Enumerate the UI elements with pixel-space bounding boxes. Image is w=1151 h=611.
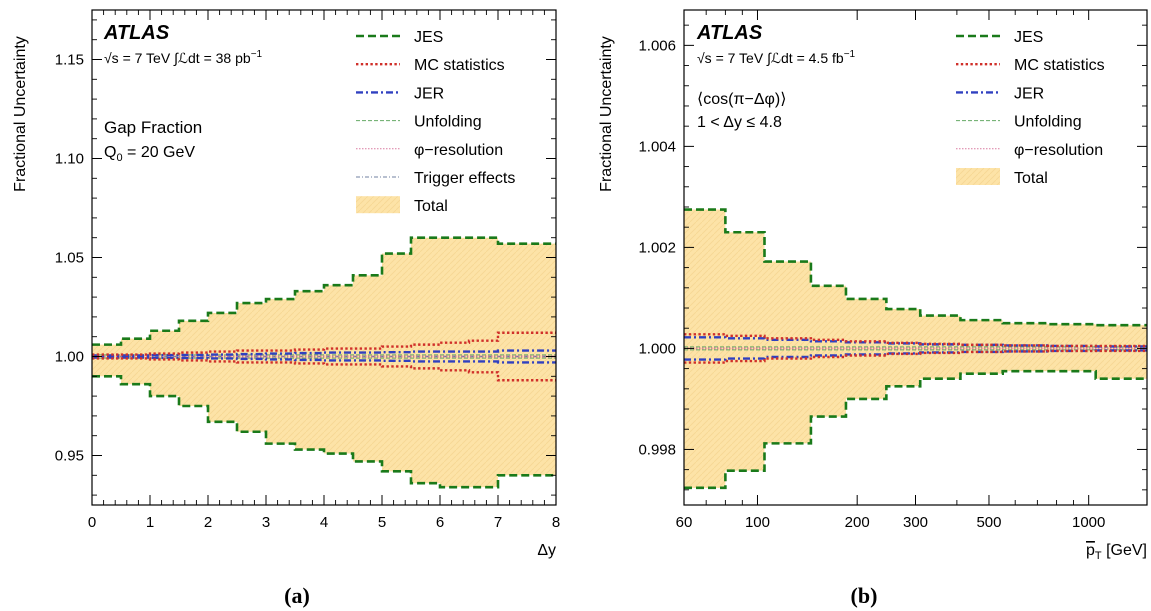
panel-a-lumi-sqrt: √s = 7 TeV ∫ (104, 50, 179, 66)
panel-a-legend: JES MC statistics JER Unfolding φ−resolution… (356, 29, 515, 215)
legend-resolution-b-label: φ−resolution (1014, 142, 1103, 159)
legend-total-b-label: Total (1014, 170, 1048, 187)
y-tick-label-b: 1.006 (638, 37, 676, 54)
panel-a-note-q-value: = 20 GeV (123, 144, 196, 161)
legend-jes-b-label: JES (1014, 29, 1043, 46)
panel-b-xlabel-unit: [GeV] (1102, 542, 1147, 559)
x-tick-label-a: 0 (88, 514, 96, 531)
y-tick-label-b: 0.998 (638, 441, 676, 458)
legend-jer-b-label: JER (1014, 85, 1044, 102)
panel-a-experiment: ATLAS (103, 22, 170, 44)
panel-a-note-title: Gap Fraction (104, 118, 202, 137)
panel-a-lumi-script: ℒ (178, 50, 188, 66)
panel-a-lumi: √s = 7 TeV ∫ℒdt = 38 pb−1 (104, 49, 263, 66)
y-tick-label-a: 1.05 (55, 250, 84, 267)
panel-b: Fractional Uncertainty 60 100 200 300 500 100… (598, 9, 1148, 608)
legend-mc-statistics-a-label: MC statistics (414, 57, 505, 74)
y-tick-label-a: 1.00 (55, 349, 84, 366)
panel-b-experiment: ATLAS (696, 22, 763, 44)
x-tick-label-a: 3 (262, 514, 270, 531)
plot-b-area: 60 100 200 300 500 1000 0.998 1.000 1.002 1.004 1.… (638, 9, 1148, 531)
y-tick-label-b: 1.000 (638, 340, 676, 357)
x-tick-label-b: 500 (976, 514, 1001, 531)
panel-b-caption: (b) (851, 583, 878, 608)
panel-b-lumi-script: ℒ (771, 50, 781, 66)
legend-jer-a-label: JER (414, 85, 444, 102)
series-mc-statistics-b-down (684, 349, 1147, 364)
panel-b-ylabel: Fractional Uncertainty (598, 36, 615, 192)
series-jes-a-up (92, 236, 556, 346)
x-tick-label-a: 8 (552, 514, 560, 531)
x-tick-label-b: 100 (745, 514, 770, 531)
panel-a: Fractional Uncertainty 0 1 2 3 4 5 6 7 8 0.95 1.00… (12, 9, 560, 608)
panel-a-note-q-sub: 0 (116, 152, 122, 164)
legend-jes-a-label: JES (414, 29, 443, 46)
panel-a-xlabel: Δy (537, 542, 556, 559)
panel-b-lumi-value: dt = 4.5 fb (781, 50, 844, 66)
panel-b-note-observable: ⟨cos(π−Δφ)⟩ (697, 91, 786, 108)
legend-unfolding-b-label: Unfolding (1014, 114, 1082, 131)
legend-total-b-swatch (956, 168, 1000, 185)
y-tick-label-a: 0.95 (55, 448, 84, 465)
legend-total-a-label: Total (414, 198, 448, 215)
series-mc-statistics-a-up (92, 331, 556, 356)
x-tick-label-a: 6 (436, 514, 444, 531)
y-tick-label-a: 1.15 (55, 52, 84, 69)
series-mc-statistics-b-up (684, 333, 1147, 348)
x-tick-label-a: 2 (204, 514, 212, 531)
panel-a-note-q: Q (104, 144, 116, 161)
panel-a-lumi-value: dt = 38 pb (188, 50, 251, 66)
series-jes-b-down (684, 369, 1147, 490)
series-jer-a-up (92, 349, 556, 357)
panel-a-lumi-exp: −1 (251, 49, 263, 60)
legend-resolution-a-label: φ−resolution (414, 142, 503, 159)
x-tick-label-a: 1 (146, 514, 154, 531)
x-tick-label-b: 1000 (1072, 514, 1105, 531)
series-jer-a-down (92, 356, 556, 364)
panel-b-xlabel: pT [GeV] (1086, 542, 1147, 562)
x-tick-label-b: 200 (845, 514, 870, 531)
plot-a-area: 0 1 2 3 4 5 6 7 8 0.95 1.00 1.05 1.10 1.15 (55, 9, 560, 531)
x-tick-label-b: 60 (676, 514, 693, 531)
panel-b-note-range: 1 < Δy ≤ 4.8 (697, 114, 782, 131)
panel-a-caption: (a) (284, 583, 310, 608)
series-jes-b-up (684, 208, 1147, 327)
x-tick-label-b: 300 (903, 514, 928, 531)
panel-b-legend: JES MC statistics JER Unfolding φ−resolution… (956, 29, 1105, 187)
series-jes-a-down (92, 375, 556, 489)
panel-a-note-q0: Q0 = 20 GeV (104, 144, 195, 164)
x-tick-label-a: 5 (378, 514, 386, 531)
legend-total-a-swatch (356, 196, 400, 214)
panel-a-ylabel: Fractional Uncertainty (12, 36, 29, 192)
panel-b-lumi-exp: −1 (844, 49, 856, 60)
panel-b-xlabel-sub: T (1095, 550, 1102, 562)
y-tick-label-b: 1.002 (638, 239, 676, 256)
y-tick-label-a: 1.10 (55, 151, 84, 168)
panel-b-xlabel-main: p (1086, 542, 1095, 559)
x-tick-label-a: 7 (494, 514, 502, 531)
legend-trigger-effects-a-label: Trigger effects (414, 170, 515, 187)
x-tick-label-a: 4 (320, 514, 328, 531)
series-mc-statistics-a-down (92, 357, 556, 382)
panel-b-lumi-sqrt: √s = 7 TeV ∫ (697, 50, 772, 66)
legend-unfolding-a-label: Unfolding (414, 114, 482, 131)
legend-mc-statistics-b-label: MC statistics (1014, 57, 1105, 74)
y-tick-label-b: 1.004 (638, 138, 676, 155)
panel-b-lumi: √s = 7 TeV ∫ℒdt = 4.5 fb−1 (697, 49, 856, 66)
